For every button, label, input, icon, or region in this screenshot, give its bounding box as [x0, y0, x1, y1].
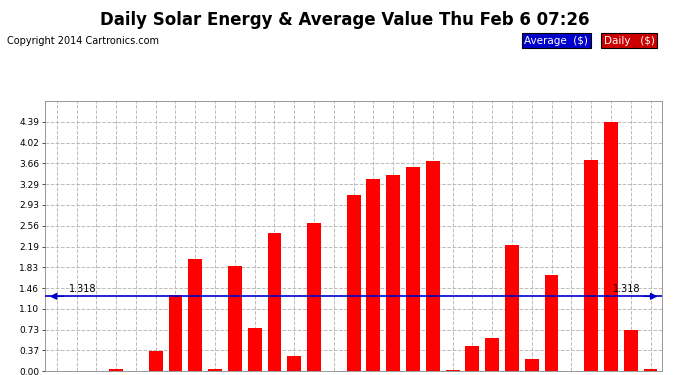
- Bar: [584, 160, 598, 371]
- Bar: [446, 370, 460, 371]
- Bar: [307, 224, 321, 371]
- Bar: [644, 369, 658, 371]
- Bar: [604, 122, 618, 371]
- Bar: [168, 294, 182, 371]
- Bar: [208, 369, 222, 371]
- Bar: [485, 338, 499, 371]
- Text: Copyright 2014 Cartronics.com: Copyright 2014 Cartronics.com: [7, 36, 159, 46]
- Text: Daily Solar Energy & Average Value Thu Feb 6 07:26: Daily Solar Energy & Average Value Thu F…: [100, 11, 590, 29]
- Text: Average  ($): Average ($): [524, 36, 589, 46]
- Bar: [544, 274, 558, 371]
- Bar: [228, 266, 242, 371]
- Bar: [268, 233, 282, 371]
- Text: Daily   ($): Daily ($): [604, 36, 655, 46]
- Bar: [386, 176, 400, 371]
- Bar: [525, 359, 539, 371]
- Text: 1.318: 1.318: [68, 284, 96, 294]
- Bar: [149, 351, 163, 371]
- Bar: [406, 167, 420, 371]
- Bar: [366, 179, 380, 371]
- Bar: [346, 195, 361, 371]
- Bar: [466, 346, 480, 371]
- Bar: [109, 369, 123, 371]
- Bar: [248, 327, 262, 371]
- Bar: [624, 330, 638, 371]
- Bar: [188, 260, 202, 371]
- Bar: [426, 161, 440, 371]
- Bar: [505, 245, 519, 371]
- Bar: [287, 356, 301, 371]
- Text: 1.318: 1.318: [613, 284, 640, 294]
